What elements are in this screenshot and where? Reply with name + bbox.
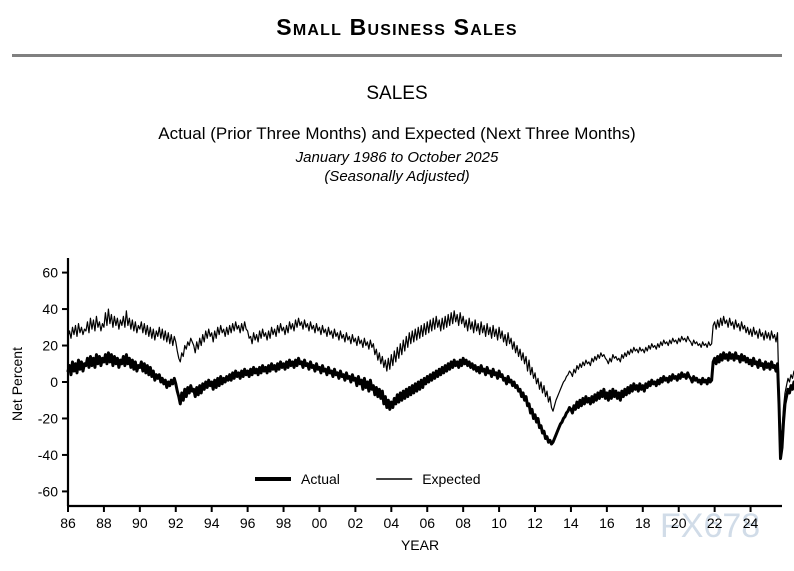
y-tick-label: 0 <box>50 374 58 390</box>
x-tick-label: 16 <box>599 515 615 531</box>
y-tick-label: -20 <box>38 410 58 426</box>
x-tick-label: 22 <box>707 515 723 531</box>
x-tick-label: 12 <box>527 515 543 531</box>
x-tick-label: 14 <box>563 515 579 531</box>
y-axis-title: Net Percent <box>9 347 25 421</box>
chart-title: SALES <box>366 83 428 104</box>
x-tick-label: 88 <box>96 515 112 531</box>
x-tick-label: 24 <box>743 515 759 531</box>
sales-line-chart: FX678 60 40 20 0 -20 -40 -60 86 88 90 92 94 96 98 00 0… <box>9 258 794 553</box>
chart-seasonal-note: (Seasonally Adjusted) <box>324 168 470 185</box>
x-tick-label: 08 <box>455 515 471 531</box>
y-tick-label: 20 <box>42 338 58 354</box>
x-tick-label: 90 <box>132 515 148 531</box>
x-tick-label: 02 <box>348 515 364 531</box>
x-axis-ticks: 86 88 90 92 94 96 98 00 02 04 06 08 10 12 14 16 18 20 22 24 <box>60 506 759 531</box>
x-tick-label: 92 <box>168 515 184 531</box>
x-tick-label: 00 <box>312 515 328 531</box>
chart-header: SALES Actual (Prior Three Months) and Ex… <box>0 83 794 185</box>
y-tick-label: 60 <box>42 265 58 281</box>
y-tick-label: -40 <box>38 447 58 463</box>
x-tick-label: 10 <box>491 515 507 531</box>
x-tick-label: 94 <box>204 515 220 531</box>
x-tick-label: 18 <box>635 515 651 531</box>
legend-label-expected: Expected <box>422 471 480 487</box>
x-tick-label: 96 <box>240 515 256 531</box>
y-axis-ticks: 60 40 20 0 -20 -40 -60 <box>38 265 68 499</box>
title-divider <box>12 54 782 57</box>
x-tick-label: 98 <box>276 515 292 531</box>
y-tick-label: -60 <box>38 483 58 499</box>
y-tick-label: 40 <box>42 301 58 317</box>
x-axis-title: YEAR <box>401 537 439 553</box>
watermark-text: FX678 <box>660 507 760 545</box>
x-tick-label: 06 <box>419 515 435 531</box>
chart-series-group <box>66 308 794 461</box>
legend-label-actual: Actual <box>301 471 340 487</box>
x-tick-label: 20 <box>671 515 687 531</box>
chart-plot-area: FX678 60 40 20 0 -20 -40 -60 86 88 90 92 94 96 98 00 0… <box>0 232 794 571</box>
series-line-expected <box>67 308 794 438</box>
page-title: Small Business Sales <box>276 14 518 40</box>
watermark: FX678 <box>660 507 760 545</box>
series-line-actual <box>66 351 794 461</box>
x-tick-label: 86 <box>60 515 76 531</box>
chart-subtitle: Actual (Prior Three Months) and Expected… <box>158 124 636 143</box>
x-tick-label: 04 <box>384 515 400 531</box>
chart-date-range: January 1986 to October 2025 <box>295 149 499 166</box>
chart-legend: Actual Expected <box>255 471 481 487</box>
